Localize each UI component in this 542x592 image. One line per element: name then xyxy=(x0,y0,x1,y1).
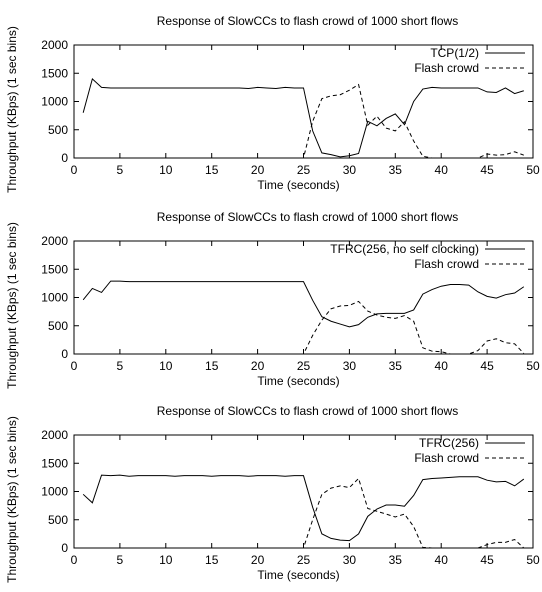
y-tick-label: 500 xyxy=(48,123,68,137)
x-axis-label: Time (seconds) xyxy=(257,374,339,388)
y-tick-label: 2000 xyxy=(41,38,68,52)
chart-title: Response of SlowCCs to flash crowd of 10… xyxy=(157,14,458,28)
x-tick-label: 20 xyxy=(251,359,265,373)
chart-panel-2: Response of SlowCCs to flash crowd of 10… xyxy=(5,210,540,389)
x-tick-label: 15 xyxy=(205,359,219,373)
legend-label-1: TFRC(256) xyxy=(419,436,479,450)
x-tick-label: 45 xyxy=(480,359,494,373)
x-tick-label: 10 xyxy=(159,359,173,373)
legend-label-2: Flash crowd xyxy=(414,257,479,271)
x-tick-label: 15 xyxy=(205,553,219,567)
y-tick-label: 1500 xyxy=(41,66,68,80)
y-tick-label: 2000 xyxy=(41,428,68,442)
x-tick-label: 30 xyxy=(343,163,357,177)
x-tick-label: 20 xyxy=(251,553,265,567)
y-axis-label: Throughput (KBps) (1 sec bins) xyxy=(5,222,19,389)
x-axis-label: Time (seconds) xyxy=(257,178,339,192)
x-tick-label: 25 xyxy=(297,163,311,177)
x-tick-label: 25 xyxy=(297,553,311,567)
x-tick-label: 20 xyxy=(251,163,265,177)
x-tick-label: 45 xyxy=(480,163,494,177)
series-line-1 xyxy=(82,280,525,328)
legend-label-1: TFRC(256, no self clocking) xyxy=(330,242,479,256)
chart-title: Response of SlowCCs to flash crowd of 10… xyxy=(157,210,458,224)
y-tick-label: 1500 xyxy=(41,262,68,276)
chart-panel-1: Response of SlowCCs to flash crowd of 10… xyxy=(5,14,540,193)
y-tick-label: 1000 xyxy=(41,95,68,109)
x-tick-label: 5 xyxy=(117,553,124,567)
x-tick-label: 35 xyxy=(389,553,403,567)
x-tick-label: 35 xyxy=(389,163,403,177)
x-tick-label: 50 xyxy=(526,359,540,373)
y-tick-label: 500 xyxy=(48,319,68,333)
y-tick-label: 1000 xyxy=(41,485,68,499)
x-tick-label: 0 xyxy=(71,163,78,177)
chart-panel-3: Response of SlowCCs to flash crowd of 10… xyxy=(5,404,540,583)
series-line-2 xyxy=(83,83,524,159)
x-tick-label: 30 xyxy=(343,359,357,373)
x-tick-label: 5 xyxy=(117,163,124,177)
x-tick-label: 50 xyxy=(526,163,540,177)
x-tick-label: 25 xyxy=(297,359,311,373)
series-line-1 xyxy=(82,474,525,542)
x-axis-label: Time (seconds) xyxy=(257,568,339,582)
x-tick-label: 0 xyxy=(71,553,78,567)
series-line-1 xyxy=(82,77,524,158)
y-axis-label: Throughput (KBps) (1 sec bins) xyxy=(5,26,19,193)
x-tick-label: 15 xyxy=(205,163,219,177)
x-tick-label: 35 xyxy=(389,359,403,373)
y-tick-label: 0 xyxy=(61,541,68,555)
legend-label-2: Flash crowd xyxy=(414,61,479,75)
y-tick-label: 2000 xyxy=(41,234,68,248)
y-tick-label: 0 xyxy=(61,347,68,361)
x-tick-label: 0 xyxy=(71,359,78,373)
chart-title: Response of SlowCCs to flash crowd of 10… xyxy=(157,404,458,418)
x-tick-label: 40 xyxy=(435,553,449,567)
legend-label-2: Flash crowd xyxy=(414,451,479,465)
y-tick-label: 0 xyxy=(61,151,68,165)
y-tick-label: 1500 xyxy=(41,456,68,470)
x-tick-label: 10 xyxy=(159,163,173,177)
x-tick-label: 5 xyxy=(117,359,124,373)
y-tick-label: 1000 xyxy=(41,291,68,305)
y-tick-label: 500 xyxy=(48,513,68,527)
legend-label-1: TCP(1/2) xyxy=(430,46,479,60)
series-line-2 xyxy=(83,300,525,355)
x-tick-label: 50 xyxy=(526,553,540,567)
series-line-2 xyxy=(83,477,525,549)
x-tick-label: 40 xyxy=(435,163,449,177)
y-axis-label: Throughput (KBps) (1 sec bins) xyxy=(5,416,19,583)
x-tick-label: 10 xyxy=(159,553,173,567)
x-tick-label: 40 xyxy=(435,359,449,373)
x-tick-label: 45 xyxy=(480,553,494,567)
x-tick-label: 30 xyxy=(343,553,357,567)
